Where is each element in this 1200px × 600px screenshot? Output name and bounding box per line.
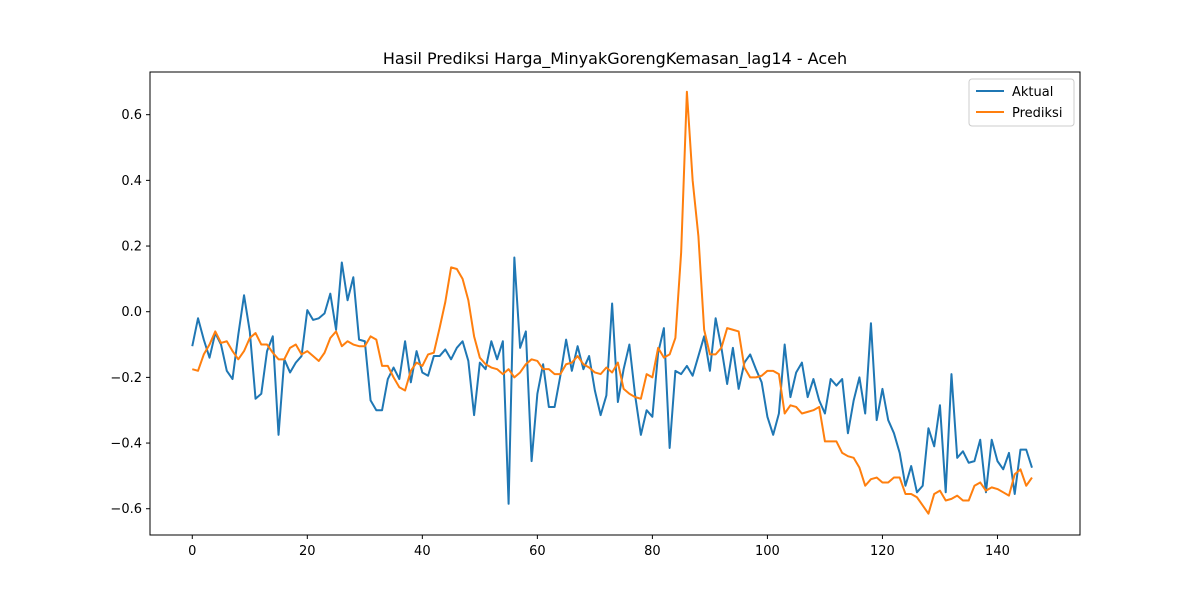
axes-frame xyxy=(149,71,1081,536)
legend: Aktual Prediksi xyxy=(968,78,1075,127)
x-tick-label: 0 xyxy=(188,544,196,559)
series-line-aktual xyxy=(191,256,1033,505)
x-tick-label: 20 xyxy=(299,544,316,559)
x-tick-label: 40 xyxy=(414,544,431,559)
y-tick-label: 0.4 xyxy=(121,174,142,189)
x-tick-label: 140 xyxy=(985,544,1010,559)
series-line-prediksi xyxy=(191,90,1033,515)
y-axis: −0.6 −0.4 −0.2 0.0 0.2 0.4 0.6 xyxy=(110,108,150,517)
x-tick-label: 100 xyxy=(755,544,780,559)
x-axis: 0 20 40 60 80 100 120 140 xyxy=(188,535,1010,559)
series-group xyxy=(191,90,1033,515)
y-tick-label: 0.6 xyxy=(121,108,142,123)
x-tick-label: 120 xyxy=(870,544,895,559)
y-tick-label: −0.6 xyxy=(110,502,142,517)
y-tick-label: 0.0 xyxy=(121,305,142,320)
x-tick-label: 60 xyxy=(529,544,546,559)
y-tick-label: −0.2 xyxy=(110,371,142,386)
y-tick-label: −0.4 xyxy=(110,437,142,452)
legend-label-prediksi: Prediksi xyxy=(1012,106,1062,121)
x-tick-label: 80 xyxy=(644,544,661,559)
plot-area: 0 20 40 60 80 100 120 140 −0.6 −0.4 −0.2 0.0 0.2 0.4… xyxy=(110,71,1081,559)
y-tick-label: 0.2 xyxy=(121,240,142,255)
legend-label-aktual: Aktual xyxy=(1012,85,1053,100)
chart-title: Hasil Prediksi Harga_MinyakGorengKemasan… xyxy=(383,49,847,69)
